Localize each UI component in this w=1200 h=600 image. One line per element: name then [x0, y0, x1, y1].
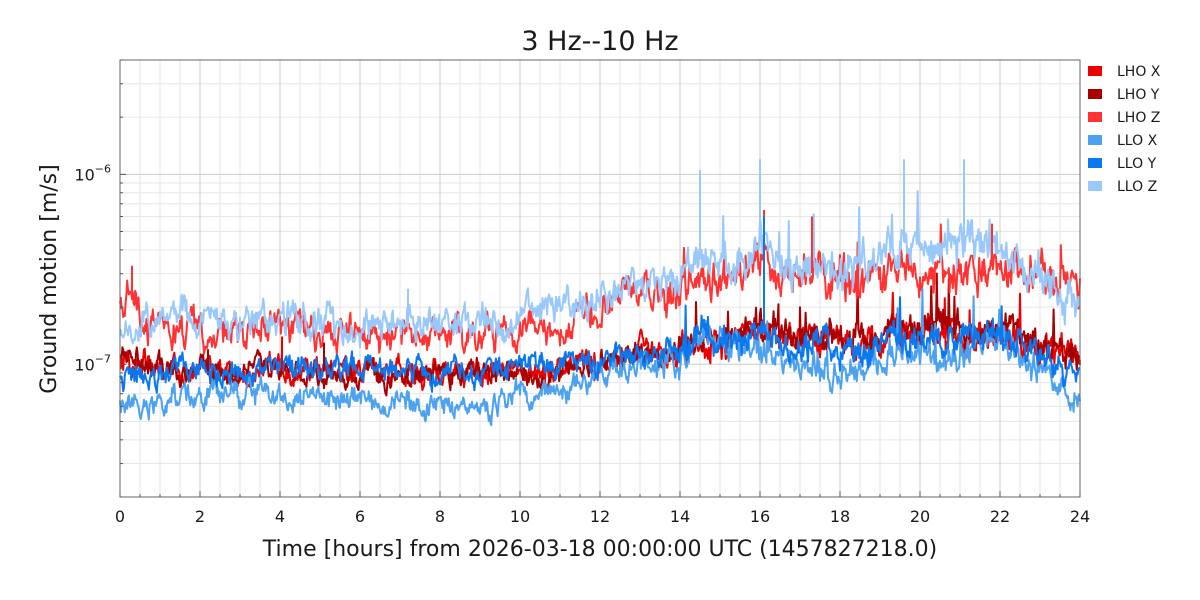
legend-label-lho-z: LHO Z [1117, 110, 1160, 126]
x-tick-label: 8 [435, 507, 445, 526]
legend-label-llo-x: LLO X [1117, 133, 1158, 149]
x-tick-label: 22 [990, 507, 1010, 526]
x-tick-label: 24 [1070, 507, 1090, 526]
x-tick-label: 10 [510, 507, 530, 526]
x-axis-label: Time [hours] from 2026-03-18 00:00:00 UT… [262, 537, 937, 562]
x-tick-label: 18 [830, 507, 850, 526]
x-tick-label: 16 [750, 507, 770, 526]
legend-swatch-llo-x [1088, 135, 1102, 145]
x-tick-label: 6 [355, 507, 365, 526]
legend-label-llo-y: LLO Y [1117, 156, 1157, 172]
series-layer [119, 159, 1081, 427]
y-tick-label: 10−7 [74, 352, 111, 374]
series-line-llo-y [119, 296, 1081, 394]
x-tick-label: 2 [195, 507, 205, 526]
axis-ticks [119, 59, 1081, 498]
legend-swatch-lho-x [1088, 66, 1102, 76]
chart-title: 3 Hz--10 Hz [521, 26, 678, 57]
legend-swatch-lho-z [1088, 112, 1102, 122]
y-tick-label: 10−6 [74, 162, 111, 184]
legend-label-lho-y: LHO Y [1117, 87, 1160, 103]
legend-swatch-llo-y [1088, 158, 1102, 168]
x-tick-labels: 0 2 4 6 8 10 12 14 16 18 20 22 24 [115, 507, 1090, 526]
legend-swatch-llo-z [1088, 181, 1102, 191]
x-tick-label: 0 [115, 507, 125, 526]
x-tick-label: 14 [670, 507, 690, 526]
y-tick-labels: 10−7 10−6 [74, 162, 111, 374]
x-tick-label: 4 [275, 507, 285, 526]
x-tick-label: 12 [590, 507, 610, 526]
legend-label-lho-x: LHO X [1117, 64, 1161, 80]
series-line-llo-z [119, 190, 1081, 349]
x-tick-label: 20 [910, 507, 930, 526]
legend-swatch-lho-y [1088, 89, 1102, 99]
y-axis-label: Ground motion [m/s] [37, 164, 62, 393]
legend-label-llo-z: LLO Z [1117, 179, 1157, 195]
legend: LHO X LHO Y LHO Z LLO X LLO Y LLO Z [1088, 64, 1161, 195]
